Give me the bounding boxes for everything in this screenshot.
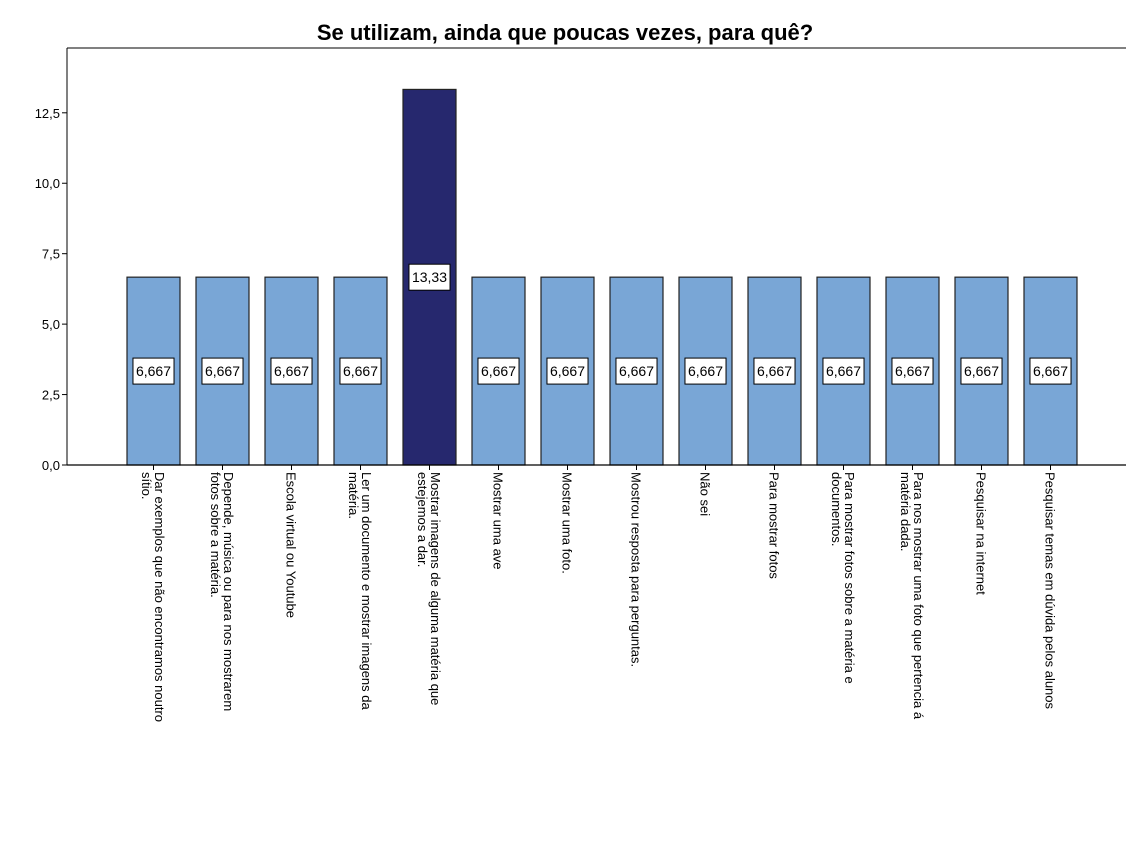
value-label: 6,667 — [1033, 363, 1068, 379]
x-tick-label: Para mostrar fotos sobre a matéria e — [842, 472, 857, 684]
value-label-box — [753, 357, 796, 385]
value-label-box — [615, 357, 658, 385]
value-label-box — [201, 357, 244, 385]
value-label: 6,667 — [481, 363, 516, 379]
x-tick-label: matéria dada. — [898, 472, 913, 552]
value-label: 6,667 — [757, 363, 792, 379]
value-label: 13,33 — [412, 269, 447, 285]
value-label-box — [960, 357, 1003, 385]
value-label: 6,667 — [619, 363, 654, 379]
x-tick-label: Mostrar uma foto. — [560, 472, 575, 574]
x-tick-label: Para mostrar fotos — [767, 472, 782, 579]
y-tick-label: 10,0 — [35, 176, 60, 191]
value-label-box — [1029, 357, 1072, 385]
x-tick-label: Pesquisar na internet — [974, 472, 989, 595]
x-tick-label: Escola virtual ou Youtube — [284, 472, 299, 618]
value-label-box — [132, 357, 175, 385]
x-tick-label: Pesquisar temas em dúvida pelos alunos — [1043, 472, 1058, 710]
value-label: 6,667 — [826, 363, 861, 379]
y-tick-label: 12,5 — [35, 106, 60, 121]
value-label-box — [546, 357, 589, 385]
value-label-box — [822, 357, 865, 385]
x-tick-label: documentos. — [829, 472, 844, 546]
x-tick-label: fotos sobre a matéria. — [208, 472, 223, 598]
x-tick-label: matéria. — [346, 472, 361, 519]
x-tick-label: sítio. — [139, 472, 154, 499]
y-tick-label: 2,5 — [42, 388, 60, 403]
y-tick-label: 7,5 — [42, 247, 60, 262]
value-label: 6,667 — [136, 363, 171, 379]
x-tick-label: Mostrar imagens de alguma matéria que — [428, 472, 443, 705]
value-label: 6,667 — [895, 363, 930, 379]
value-label-box — [684, 357, 727, 385]
y-tick-label: 0,0 — [42, 458, 60, 473]
value-label-box — [477, 357, 520, 385]
value-label: 6,667 — [550, 363, 585, 379]
value-label: 6,667 — [274, 363, 309, 379]
value-label-box — [891, 357, 934, 385]
value-label: 6,667 — [688, 363, 723, 379]
x-tick-label: Não sei — [698, 472, 713, 516]
value-label: 6,667 — [343, 363, 378, 379]
x-tick-label: Dar exemplos que não encontramos noutro — [152, 472, 167, 722]
x-tick-label: Para nos mostrar uma foto que pertencia … — [911, 472, 926, 720]
x-tick-label: Ler um documento e mostrar imagens da — [359, 472, 374, 710]
chart-title: Se utilizam, ainda que poucas vezes, par… — [317, 20, 813, 45]
y-tick-label: 5,0 — [42, 317, 60, 332]
x-tick-label: Mostrou resposta para perguntas. — [629, 472, 644, 667]
value-label-box — [270, 357, 313, 385]
value-label: 6,667 — [964, 363, 999, 379]
x-tick-label: Depende, música ou para nos mostrarem — [221, 472, 236, 711]
value-label-box — [339, 357, 382, 385]
x-tick-label: estejemos a dar. — [415, 472, 430, 567]
value-label: 6,667 — [205, 363, 240, 379]
x-tick-label: Mostrar uma ave — [491, 472, 506, 570]
value-label-box — [408, 263, 451, 291]
